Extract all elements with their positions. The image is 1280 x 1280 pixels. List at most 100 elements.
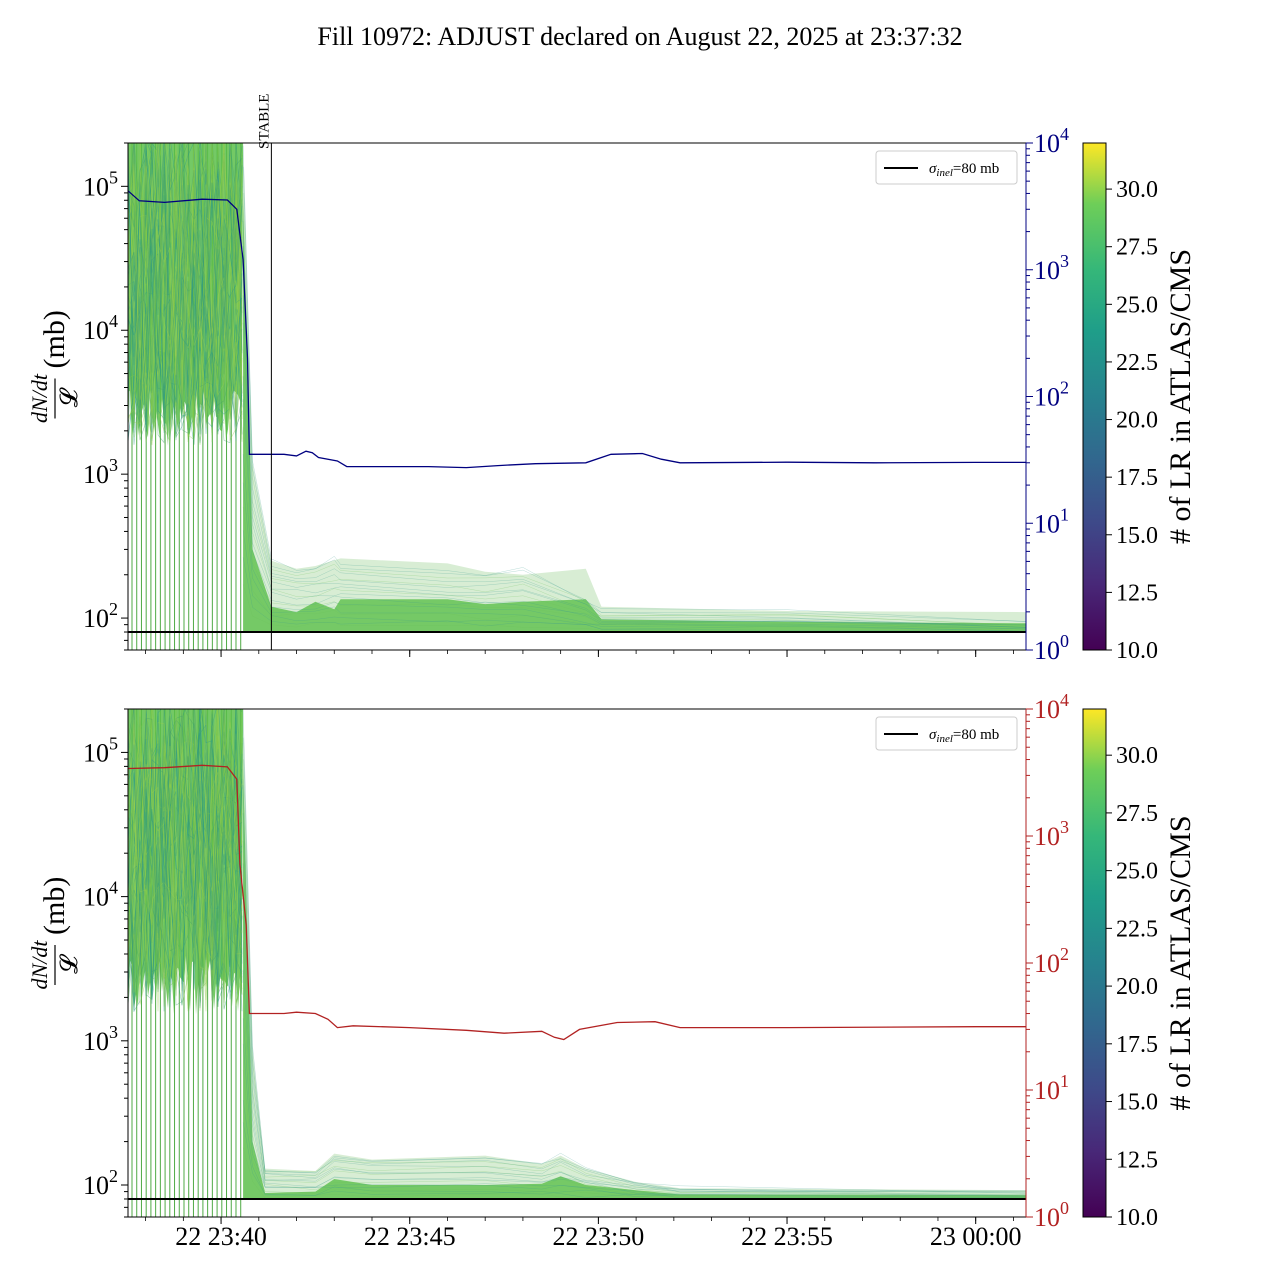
colorbar: 10.0 12.5 15.0 17.5 20.0 22.5 25.0 27.5 30.0 # of… bbox=[1082, 142, 1197, 664]
y-label-numerator: dN/dt bbox=[27, 940, 52, 990]
envelope-band bbox=[243, 143, 1026, 632]
y-label-numerator: dN/dt bbox=[27, 373, 52, 423]
legend-label: σinel=80 mb bbox=[929, 727, 999, 745]
legend-value: =80 mb bbox=[953, 161, 999, 177]
tick-exponent: 3 bbox=[1060, 817, 1069, 837]
series-trace bbox=[242, 482, 1026, 630]
legend-subscript: inel bbox=[936, 733, 953, 745]
right-y-tick-label: 101 bbox=[1034, 1071, 1069, 1105]
colorbar-tick-label: 27.5 bbox=[1116, 235, 1158, 261]
colorbar-label: # of LR in ATLAS/CMS bbox=[1164, 815, 1197, 1110]
series-trace bbox=[242, 940, 1026, 1197]
x-tick-label: 22 23:45 bbox=[364, 1222, 456, 1251]
series-trace bbox=[128, 154, 243, 444]
series-trace bbox=[242, 915, 1026, 1195]
series-trace bbox=[134, 709, 243, 1001]
tick-base: 10 bbox=[83, 738, 109, 767]
series-trace bbox=[242, 1069, 1026, 1198]
series-trace bbox=[242, 557, 1026, 632]
colorbar-tick-label: 25.0 bbox=[1116, 292, 1158, 318]
series-trace bbox=[242, 1100, 1026, 1198]
series-trace bbox=[242, 272, 1026, 626]
series-trace bbox=[128, 143, 243, 441]
series-trace bbox=[128, 160, 243, 445]
tick-exponent: 4 bbox=[109, 878, 118, 898]
colorbar-tick-label: 30.0 bbox=[1116, 177, 1158, 203]
tick-exponent: 2 bbox=[109, 599, 118, 619]
series-trace bbox=[242, 246, 1026, 628]
colorbar: 10.0 12.5 15.0 17.5 20.0 22.5 25.0 27.5 30.0 # of… bbox=[1082, 708, 1197, 1231]
right-axis-series-line bbox=[128, 764, 1026, 1041]
series-trace bbox=[128, 716, 243, 990]
series-trace bbox=[128, 709, 243, 991]
x-tick-label: 22 23:40 bbox=[175, 1222, 267, 1251]
series-trace bbox=[128, 143, 243, 426]
colorbar-tick-label: 20.0 bbox=[1116, 974, 1158, 1000]
legend-box bbox=[875, 716, 1018, 751]
tick-base: 10 bbox=[1034, 129, 1060, 158]
series-trace bbox=[128, 709, 243, 1004]
colorbar-tick-label: 25.0 bbox=[1116, 859, 1158, 885]
y-label-unit: (mb) bbox=[38, 310, 71, 368]
y-tick-label: 104 bbox=[83, 311, 118, 345]
colorbar-tick-label: 30.0 bbox=[1116, 743, 1158, 769]
series-trace bbox=[242, 221, 1026, 628]
colorbar-tick-label: 17.5 bbox=[1116, 465, 1158, 491]
series-trace bbox=[242, 398, 1026, 630]
series-trace bbox=[242, 1122, 1026, 1198]
series-trace bbox=[242, 813, 1026, 1193]
tick-base: 10 bbox=[1034, 256, 1060, 285]
series-trace bbox=[242, 349, 1026, 628]
tick-exponent: 2 bbox=[1060, 944, 1069, 964]
series-trace bbox=[242, 145, 1026, 622]
series-trace bbox=[242, 840, 1026, 1196]
series-trace bbox=[242, 891, 1026, 1196]
tick-base: 10 bbox=[1034, 509, 1060, 538]
colorbar-tick-label: 17.5 bbox=[1116, 1032, 1158, 1058]
series-trace bbox=[242, 530, 1026, 632]
x-tick-label: 22 23:55 bbox=[741, 1222, 833, 1251]
stable-label: STABLE bbox=[256, 94, 272, 149]
series-trace bbox=[128, 709, 243, 1012]
tick-base: 10 bbox=[1034, 636, 1060, 665]
axes-frame bbox=[127, 708, 1027, 1218]
colorbar-tick-label: 12.5 bbox=[1116, 580, 1158, 606]
y-tick-label: 105 bbox=[83, 167, 118, 201]
series-trace bbox=[242, 863, 1026, 1194]
right-y-tick-label: 100 bbox=[1034, 631, 1069, 665]
series-trace bbox=[128, 143, 243, 441]
y-label-denominator: 𝓛 bbox=[57, 954, 83, 974]
y-tick-label: 102 bbox=[83, 599, 118, 633]
right-y-tick-label: 104 bbox=[1034, 690, 1069, 724]
right-y-tick-label: 102 bbox=[1034, 944, 1069, 978]
tick-exponent: 5 bbox=[109, 167, 118, 187]
tick-exponent: 4 bbox=[1060, 690, 1069, 710]
tick-base: 10 bbox=[1034, 1203, 1060, 1232]
y-axis-label: dN/dt 𝓛 (mb) bbox=[27, 310, 83, 423]
tick-exponent: 3 bbox=[109, 1022, 118, 1042]
x-tick-label: 22 23:50 bbox=[553, 1222, 645, 1251]
series-trace bbox=[242, 737, 1026, 1194]
colorbar-gradient bbox=[1082, 708, 1107, 1218]
series-trace bbox=[242, 993, 1026, 1198]
series-trace bbox=[242, 454, 1026, 632]
series-trace bbox=[242, 322, 1026, 626]
series-trace bbox=[242, 709, 1026, 1193]
tick-exponent: 0 bbox=[1060, 631, 1069, 651]
series-trace bbox=[242, 295, 1026, 625]
series-trace bbox=[242, 584, 1026, 632]
colorbar-tick-label: 10.0 bbox=[1116, 638, 1158, 664]
series-trace bbox=[128, 151, 243, 425]
colorbar-tick-label: 27.5 bbox=[1116, 801, 1158, 827]
right-y-tick-label: 103 bbox=[1034, 817, 1069, 851]
tick-base: 10 bbox=[83, 1027, 109, 1056]
series-trace bbox=[128, 165, 243, 427]
x-tick-label: 23 00:00 bbox=[930, 1222, 1022, 1251]
legend: σinel=80 mb bbox=[875, 150, 1018, 185]
y-tick-label: 104 bbox=[83, 878, 118, 912]
tick-exponent: 2 bbox=[109, 1166, 118, 1186]
legend-box bbox=[875, 150, 1018, 185]
colorbar-tick-label: 15.0 bbox=[1116, 523, 1158, 549]
